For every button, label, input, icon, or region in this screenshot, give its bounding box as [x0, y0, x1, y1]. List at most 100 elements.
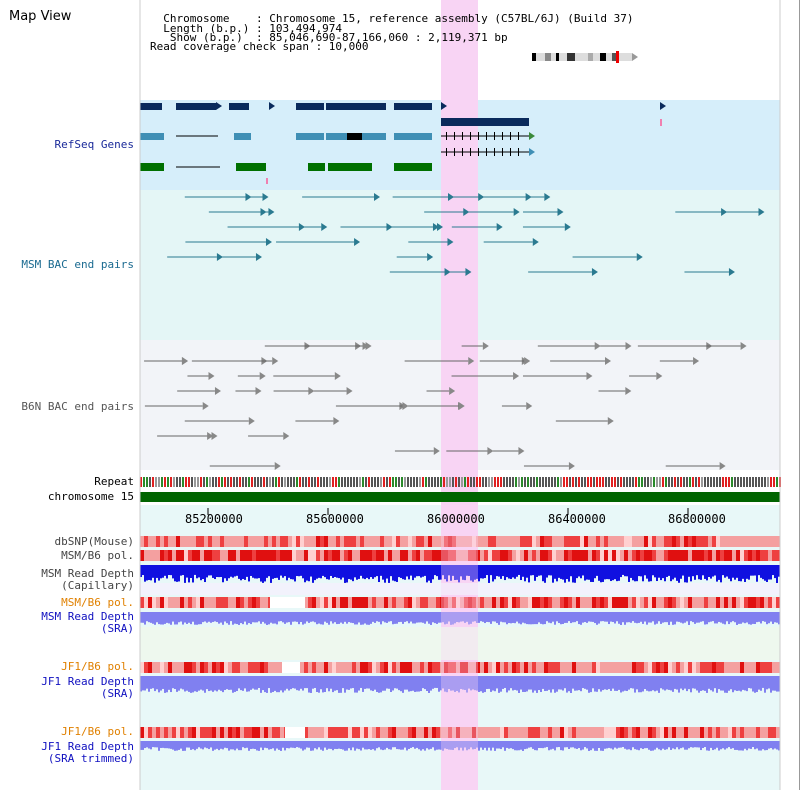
jf1-depth-sra-bar: [462, 676, 464, 690]
jf1-depth-sra-bar: [484, 676, 486, 693]
repeat-mark: [347, 477, 349, 487]
msm-depth-capillary-bar: [666, 565, 668, 577]
jf1-b6-pol-trim-heat: [592, 727, 596, 738]
jf1-depth-sra-bar: [680, 676, 682, 689]
dbsnp-heat: [688, 536, 692, 547]
msm-depth-capillary-bar: [280, 565, 282, 576]
msm-b6-pol-sra-heat: [772, 597, 776, 608]
msm-b6-pol-sra-heat: [728, 597, 732, 608]
track-label-jf1-b6-pol[interactable]: JF1/B6 pol.: [61, 660, 134, 673]
jf1-depth-sra-bar: [362, 676, 364, 692]
jf1-depth-sra-bar: [142, 676, 144, 691]
msm-b6-pol-heat: [500, 550, 504, 561]
track-label-msm-depth-capillary[interactable]: MSM Read Depth: [41, 567, 134, 580]
msm-depth-sra-bar: [430, 612, 432, 625]
jf1-depth-trim-bar: [666, 741, 668, 750]
repeat-mark: [284, 477, 286, 487]
jf1-depth-sra-bar: [638, 676, 640, 693]
repeat-mark: [329, 477, 331, 487]
msm-b6-pol-heat: [440, 550, 444, 561]
dbsnp-heat: [284, 536, 288, 547]
track-label-msm-b6-pol-sra[interactable]: MSM/B6 pol.: [61, 596, 134, 609]
msm-depth-sra-bar: [766, 612, 768, 625]
track-label-b6n-bac[interactable]: B6N BAC end pairs: [21, 400, 134, 413]
msm-b6-pol-heat: [400, 550, 404, 561]
dbsnp-heat: [280, 536, 284, 547]
ideogram-band: [545, 53, 551, 61]
msm-depth-sra-bar: [424, 612, 426, 624]
msm-depth-capillary-bar: [308, 565, 310, 582]
msm-b6-pol-heat: [184, 550, 188, 561]
jf1-depth-trim-bar: [408, 741, 410, 749]
track-label-msm-depth-sra[interactable]: MSM Read Depth: [41, 610, 134, 623]
msm-b6-pol-heat: [208, 550, 212, 561]
repeat-mark: [332, 477, 334, 487]
msm-depth-sra-bar: [440, 612, 442, 623]
track-label-dbsnp[interactable]: dbSNP(Mouse): [54, 535, 134, 548]
msm-b6-pol-heat: [176, 550, 180, 561]
depth-bg: [140, 583, 780, 595]
jf1-b6-pol-trim-heat: [316, 727, 320, 738]
track-label-jf1-depth-trim-sub: (SRA trimmed): [47, 752, 134, 765]
msm-b6-pol-sra-heat: [520, 597, 524, 608]
jf1-b6-pol-trim-heat: [640, 727, 644, 738]
repeat-mark: [458, 477, 460, 487]
repeat-mark: [665, 477, 667, 487]
jf1-depth-sra-bar: [710, 676, 712, 691]
msm-depth-sra-bar: [562, 612, 564, 624]
msm-b6-pol-sra-heat: [436, 597, 440, 608]
msm-depth-capillary-bar: [546, 565, 548, 578]
msm-b6-pol-sra-heat: [172, 597, 176, 608]
jf1-b6-pol-heat: [300, 662, 304, 673]
msm-depth-sra-bar: [302, 612, 304, 625]
jf1-depth-sra-bar: [692, 676, 694, 689]
jf1-b6-pol-heat: [636, 662, 640, 673]
msm-b6-pol-heat: [256, 550, 260, 561]
track-label-msm-bac[interactable]: MSM BAC end pairs: [21, 258, 134, 271]
b6n-bac-end: [607, 417, 614, 425]
jf1-depth-sra-bar: [464, 676, 466, 690]
jf1-b6-pol-heat: [220, 662, 224, 673]
jf1-depth-trim-bar: [462, 741, 464, 751]
gene-arrow: [529, 148, 535, 156]
msm-depth-capillary-bar: [592, 565, 594, 582]
b6n-bac-end: [272, 357, 279, 365]
jf1-depth-trim-bar: [144, 741, 146, 749]
track-label-jf1-b6-pol-trim[interactable]: JF1/B6 pol.: [61, 725, 134, 738]
jf1-b6-pol-trim-heat: [248, 727, 252, 738]
dbsnp-heat: [612, 536, 616, 547]
dbsnp-heat: [368, 536, 372, 547]
jf1-depth-sra-bar: [318, 676, 320, 693]
msm-b6-pol-sra-heat: [552, 597, 556, 608]
jf1-depth-trim-bar: [486, 741, 488, 751]
msm-depth-capillary-bar: [234, 565, 236, 577]
jf1-b6-pol-trim-heat: [396, 727, 400, 738]
track-label-refseq[interactable]: RefSeq Genes: [54, 138, 134, 151]
jf1-depth-sra-bar: [314, 676, 316, 688]
jf1-depth-trim-bar: [636, 741, 638, 750]
jf1-b6-pol-heat: [660, 662, 664, 673]
jf1-depth-sra-bar: [736, 676, 738, 691]
jf1-depth-sra-bar: [548, 676, 550, 690]
jf1-b6-pol-heat: [476, 662, 480, 673]
jf1-depth-sra-bar: [602, 676, 604, 691]
jf1-b6-pol-trim-heat: [540, 727, 544, 738]
jf1-b6-pol-trim-heat: [420, 727, 424, 738]
jf1-b6-pol-heat: [420, 662, 424, 673]
jf1-b6-pol-trim-heat: [748, 727, 752, 738]
msm-depth-sra-bar: [628, 612, 630, 623]
track-label-msm-b6-pol[interactable]: MSM/B6 pol.: [61, 549, 134, 562]
track-label-jf1-depth-sra[interactable]: JF1 Read Depth: [41, 675, 134, 688]
jf1-depth-trim-bar: [680, 741, 682, 749]
track-label-jf1-depth-trim[interactable]: JF1 Read Depth: [41, 740, 134, 753]
msm-depth-sra-bar: [330, 612, 332, 622]
msm-depth-capillary-bar: [444, 565, 446, 580]
msm-depth-capillary-bar: [252, 565, 254, 578]
jf1-b6-pol-heat: [408, 662, 412, 673]
repeat-mark: [773, 477, 775, 487]
msm-b6-pol-heat: [604, 550, 608, 561]
msm-depth-capillary-bar: [540, 565, 542, 576]
msm-depth-capillary-bar: [654, 565, 656, 578]
msm-depth-sra-bar: [390, 612, 392, 622]
msm-b6-pol-heat: [204, 550, 208, 561]
